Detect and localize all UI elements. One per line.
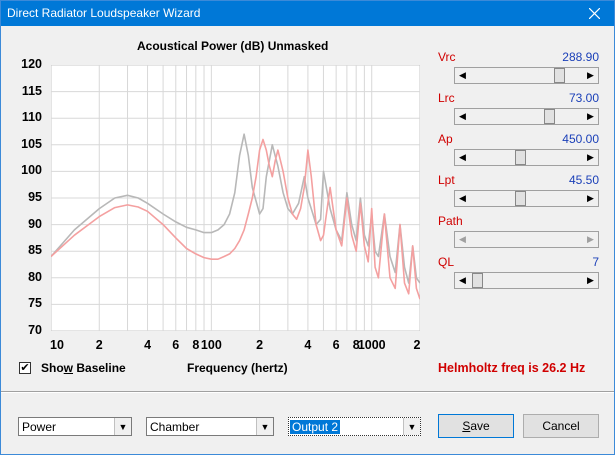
x-tick-label: 6 <box>332 338 340 352</box>
x-tick-label: 8 <box>192 338 200 352</box>
slider-thumb[interactable] <box>472 273 484 288</box>
cancel-button[interactable]: Cancel <box>523 414 599 438</box>
x-tick-label: 6 <box>172 338 180 352</box>
x-tick-label: 2 <box>256 338 264 352</box>
slider-thumb[interactable] <box>514 150 526 165</box>
acoustical-power-plot <box>51 65 420 331</box>
y-tick-label: 115 <box>21 83 42 98</box>
slider-value: 73.00 <box>568 91 599 105</box>
close-button[interactable] <box>574 1 614 26</box>
plot-type-value: Power <box>22 420 57 434</box>
arrow-left-icon[interactable]: ◀ <box>459 70 466 80</box>
arrow-left-icon[interactable]: ◀ <box>459 152 466 162</box>
y-tick-label: 70 <box>28 323 42 337</box>
chevron-down-icon[interactable]: ▼ <box>256 418 273 435</box>
slider-label: Path <box>438 214 463 228</box>
arrow-left-icon[interactable]: ◀ <box>459 111 466 121</box>
arrow-left-icon[interactable]: ◀ <box>459 234 466 244</box>
show-baseline-checkbox[interactable]: ✔ <box>19 362 31 374</box>
close-icon <box>588 8 600 19</box>
slider-ap[interactable]: ◀ ▶ <box>454 149 599 166</box>
slider-value: 45.50 <box>568 173 599 187</box>
slider-lpt[interactable]: ◀ ▶ <box>454 190 599 207</box>
y-tick-label: 90 <box>28 216 42 231</box>
slider-label: Vrc <box>438 50 456 64</box>
arrow-right-icon[interactable]: ▶ <box>587 70 594 80</box>
save-label: Save <box>462 419 490 433</box>
chart-title: Acoustical Power (dB) Unmasked <box>137 39 329 53</box>
x-tick-label: 100 <box>200 338 222 352</box>
x-tick-label: 8 <box>352 338 360 352</box>
x-tick-label: 1000 <box>357 338 386 352</box>
current-series-line <box>51 138 420 300</box>
y-tick-label: 75 <box>28 296 42 311</box>
slider-thumb[interactable] <box>553 68 565 83</box>
y-tick-label: 120 <box>21 57 42 71</box>
save-button[interactable]: Save <box>438 414 514 438</box>
y-tick-label: 80 <box>28 269 42 284</box>
x-tick-label: 4 <box>144 338 152 352</box>
plot-type-select[interactable]: Power ▼ <box>18 417 132 436</box>
slider-thumb[interactable] <box>544 109 556 124</box>
slider-label: QL <box>438 255 455 269</box>
arrow-right-icon[interactable]: ▶ <box>587 234 594 244</box>
x-tick-label: 2 <box>95 338 103 352</box>
x-tick-label: 10 <box>50 338 64 352</box>
arrow-left-icon[interactable]: ◀ <box>459 275 466 285</box>
x-tick-label: 4 <box>304 338 312 352</box>
chevron-down-icon[interactable]: ▼ <box>114 418 131 435</box>
helmholtz-frequency: Helmholtz freq is 26.2 Hz <box>438 361 586 375</box>
y-tick-label: 95 <box>28 190 42 204</box>
slider-lrc[interactable]: ◀ ▶ <box>454 108 599 125</box>
slider-thumb[interactable] <box>514 191 526 206</box>
slider-vrc[interactable]: ◀ ▶ <box>454 67 599 84</box>
slider-label: Lpt <box>438 173 455 187</box>
window-title: Direct Radiator Loudspeaker Wizard <box>7 6 201 20</box>
cancel-label: Cancel <box>542 419 580 433</box>
arrow-right-icon[interactable]: ▶ <box>587 193 594 203</box>
slider-value: 450.00 <box>562 132 599 146</box>
slider-label: Ap <box>438 132 453 146</box>
show-baseline-label[interactable]: Show Baseline <box>41 361 126 375</box>
slider-path[interactable]: ◀ ▶ <box>454 231 599 248</box>
arrow-right-icon[interactable]: ▶ <box>587 111 594 121</box>
title-bar[interactable]: Direct Radiator Loudspeaker Wizard <box>1 1 614 26</box>
separator <box>1 391 614 393</box>
slider-ql[interactable]: ◀ ▶ <box>454 272 599 289</box>
arrow-right-icon[interactable]: ▶ <box>587 152 594 162</box>
y-tick-label: 110 <box>21 110 42 125</box>
slider-label: Lrc <box>438 91 455 105</box>
arrow-left-icon[interactable]: ◀ <box>459 193 466 203</box>
y-tick-label: 100 <box>21 163 42 178</box>
x-axis-label: Frequency (hertz) <box>187 361 288 375</box>
slider-value: 288.90 <box>562 50 599 64</box>
output-value: Output 2 <box>290 420 341 434</box>
arrow-right-icon[interactable]: ▶ <box>587 275 594 285</box>
y-tick-label: 105 <box>21 136 42 151</box>
output-select[interactable]: Output 2 ▼ <box>288 417 421 436</box>
chamber-select[interactable]: Chamber ▼ <box>146 417 274 436</box>
chamber-value: Chamber <box>150 420 200 434</box>
chevron-down-icon[interactable]: ▼ <box>403 418 420 435</box>
y-tick-label: 85 <box>28 243 42 258</box>
x-tick-label: 2 <box>413 338 421 352</box>
slider-value: 7 <box>592 255 599 269</box>
